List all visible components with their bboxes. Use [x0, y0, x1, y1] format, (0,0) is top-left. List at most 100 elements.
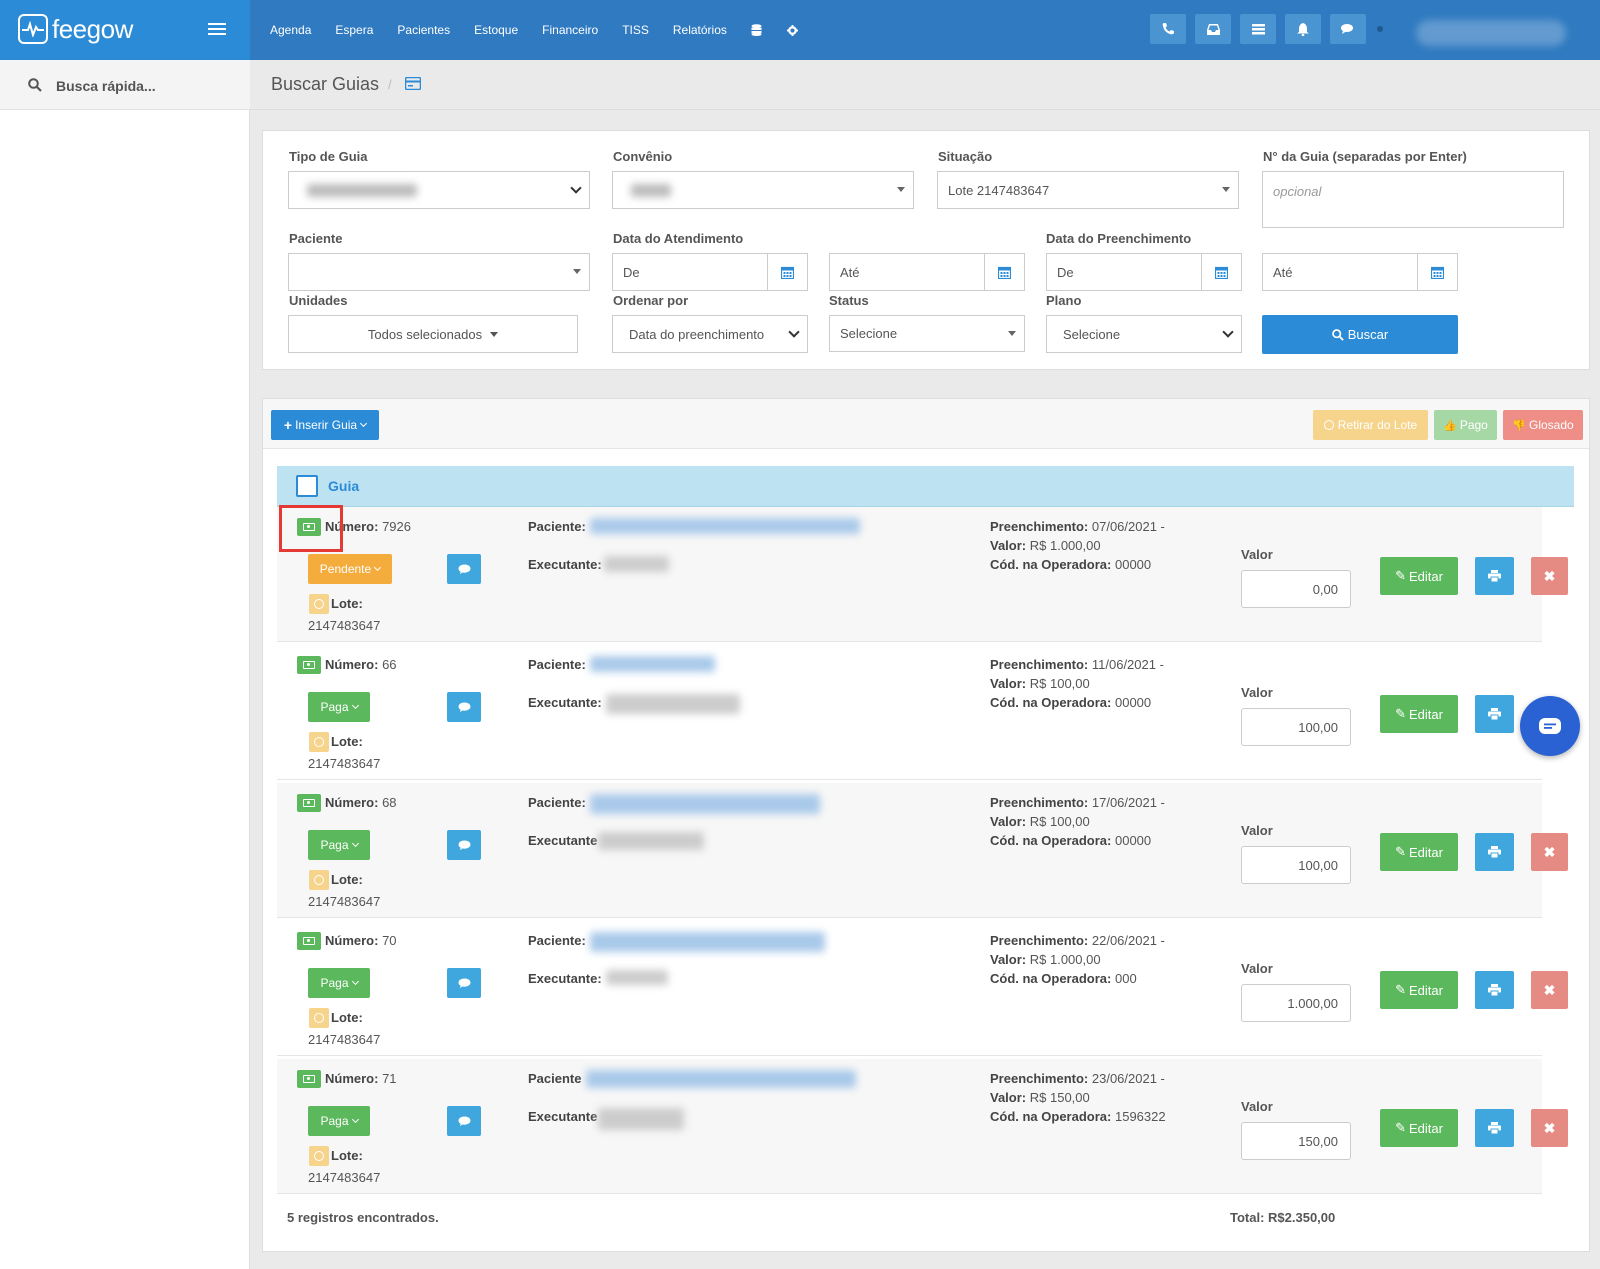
- comment-button[interactable]: [447, 554, 481, 584]
- delete-button[interactable]: ✖: [1531, 971, 1568, 1009]
- convenio-select[interactable]: [612, 171, 914, 209]
- numero-guia-textarea[interactable]: opcional: [1262, 171, 1564, 228]
- phone-icon[interactable]: [1150, 14, 1186, 44]
- top-navbar: feegow Agenda Espera Pacientes Estoque F…: [0, 0, 1600, 60]
- pago-label: Pago: [1459, 418, 1488, 432]
- lote-value: 2147483647: [308, 894, 381, 909]
- comment-button[interactable]: [447, 830, 481, 860]
- cod-operadora-label: Cód. na Operadora:: [990, 557, 1112, 572]
- list-icon[interactable]: [1240, 14, 1276, 44]
- cod-operadora-label: Cód. na Operadora:: [990, 1109, 1112, 1124]
- tipo-guia-select[interactable]: [288, 171, 590, 209]
- glosado-button[interactable]: 👎 Glosado: [1503, 410, 1583, 440]
- valor-input[interactable]: 150,00: [1241, 1122, 1351, 1160]
- nav-tiss[interactable]: TISS: [622, 23, 649, 37]
- nav-pacientes[interactable]: Pacientes: [397, 23, 451, 37]
- buscar-label: Buscar: [1347, 327, 1389, 342]
- calendar-icon[interactable]: [767, 254, 807, 290]
- valor-input[interactable]: 1.000,00: [1241, 984, 1351, 1022]
- inserir-guia-button[interactable]: + Inserir Guia: [271, 410, 379, 440]
- retirar-lote-button[interactable]: Retirar do Lote: [1313, 410, 1428, 440]
- comment-button[interactable]: [447, 1106, 481, 1136]
- topbar-buttons: [1150, 14, 1375, 44]
- print-icon: [1488, 1122, 1501, 1134]
- paciente-name-redacted[interactable]: [590, 794, 820, 814]
- print-button[interactable]: [1475, 971, 1514, 1009]
- delete-button[interactable]: ✖: [1531, 557, 1568, 595]
- preenchimento-value: 11/06/2021 -: [1091, 657, 1164, 672]
- brand-logo[interactable]: feegow: [52, 14, 133, 44]
- status-label-text: Paga: [320, 838, 349, 852]
- inbox-icon[interactable]: [1195, 14, 1231, 44]
- preenchimento-ate-placeholder: Até: [1273, 264, 1293, 280]
- feegow-logo-icon: [18, 14, 48, 44]
- bell-icon[interactable]: [1285, 14, 1321, 44]
- menu-toggle-icon[interactable]: [208, 23, 226, 36]
- numero-label: Número:: [325, 1071, 379, 1086]
- buscar-button[interactable]: Buscar: [1262, 315, 1458, 354]
- comment-button[interactable]: [447, 692, 481, 722]
- plano-label: Plano: [1046, 293, 1082, 308]
- print-button[interactable]: [1475, 695, 1514, 733]
- paciente-label: Paciente: [289, 231, 343, 246]
- preenchimento-de-input[interactable]: De: [1046, 253, 1242, 291]
- atendimento-ate-input[interactable]: Até: [829, 253, 1025, 291]
- editar-button[interactable]: ✎ Editar: [1380, 833, 1458, 871]
- unidades-select[interactable]: Todos selecionados: [288, 315, 578, 353]
- paciente-name-redacted[interactable]: [586, 1070, 856, 1088]
- status-dropdown-button[interactable]: Paga: [308, 830, 370, 860]
- nav-relatorios[interactable]: Relatórios: [672, 23, 727, 37]
- status-dropdown-button[interactable]: Paga: [308, 692, 370, 722]
- atendimento-de-input[interactable]: De: [612, 253, 808, 291]
- editar-button[interactable]: ✎ Editar: [1380, 557, 1458, 595]
- chevron-down-icon: [351, 1115, 359, 1124]
- valor-input[interactable]: 100,00: [1241, 708, 1351, 746]
- preenchimento-ate-input[interactable]: Até: [1262, 253, 1458, 291]
- calendar-icon[interactable]: [1201, 254, 1241, 290]
- paciente-select[interactable]: [288, 253, 590, 291]
- database-icon[interactable]: [751, 24, 763, 36]
- situacao-select[interactable]: Lote 2147483647: [937, 171, 1239, 209]
- print-button[interactable]: [1475, 557, 1514, 595]
- plano-select[interactable]: Selecione: [1046, 315, 1242, 353]
- nav-espera[interactable]: Espera: [335, 23, 374, 37]
- pago-button[interactable]: 👍 Pago: [1434, 410, 1497, 440]
- editar-button[interactable]: ✎ Editar: [1380, 695, 1458, 733]
- print-button[interactable]: [1475, 1109, 1514, 1147]
- close-icon: ✖: [1543, 981, 1556, 998]
- nav-financeiro[interactable]: Financeiro: [542, 23, 599, 37]
- guia-numero: 68: [382, 795, 397, 810]
- chat-widget-button[interactable]: [1520, 696, 1580, 756]
- delete-button[interactable]: ✖: [1531, 833, 1568, 871]
- sidebar: Busca rápida...: [0, 60, 250, 1269]
- editar-button[interactable]: ✎ Editar: [1380, 1109, 1458, 1147]
- status-label-text: Paga: [320, 976, 349, 990]
- money-icon: [297, 656, 321, 674]
- paciente-label: Paciente:: [528, 519, 586, 534]
- paciente-name-redacted[interactable]: [590, 656, 715, 672]
- calendar-icon[interactable]: [1417, 254, 1457, 290]
- valor-input[interactable]: 100,00: [1241, 846, 1351, 884]
- quick-search[interactable]: Busca rápida...: [0, 60, 250, 110]
- status-dropdown-button[interactable]: Paga: [308, 1106, 370, 1136]
- status-select[interactable]: Selecione: [829, 315, 1025, 352]
- status-dropdown-button[interactable]: Pendente: [308, 554, 392, 584]
- user-menu[interactable]: [1416, 20, 1566, 46]
- nav-estoque[interactable]: Estoque: [474, 23, 519, 37]
- comment-button[interactable]: [447, 968, 481, 998]
- nav-agenda[interactable]: Agenda: [270, 23, 312, 37]
- editar-button[interactable]: ✎ Editar: [1380, 971, 1458, 1009]
- paciente-name-redacted[interactable]: [590, 932, 825, 952]
- calendar-icon[interactable]: [984, 254, 1024, 290]
- plus-icon: +: [283, 417, 293, 433]
- select-all-checkbox[interactable]: [296, 475, 318, 497]
- lote-label: Lote:: [331, 1010, 363, 1025]
- print-button[interactable]: [1475, 833, 1514, 871]
- paciente-name-redacted[interactable]: [590, 518, 860, 534]
- comments-icon[interactable]: [1330, 14, 1366, 44]
- status-dropdown-button[interactable]: Paga: [308, 968, 370, 998]
- delete-button[interactable]: ✖: [1531, 1109, 1568, 1147]
- gear-icon[interactable]: [787, 24, 799, 36]
- ordenar-select[interactable]: Data do preenchimento: [612, 315, 808, 353]
- valor-input[interactable]: 0,00: [1241, 570, 1351, 608]
